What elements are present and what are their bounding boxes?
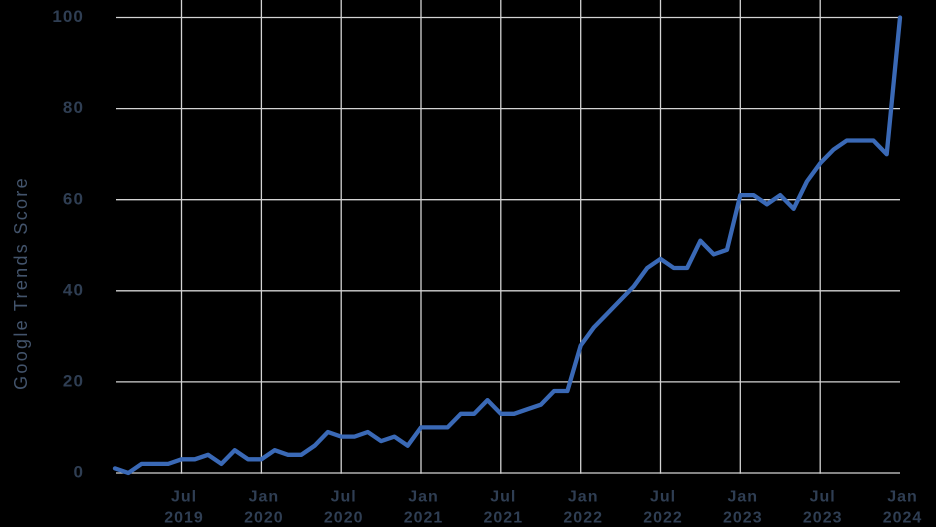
svg-text:80: 80 bbox=[63, 98, 84, 117]
svg-text:60: 60 bbox=[63, 189, 84, 208]
svg-text:Jan: Jan bbox=[887, 489, 918, 506]
svg-text:2024: 2024 bbox=[883, 510, 923, 527]
svg-text:Jul: Jul bbox=[650, 489, 676, 506]
svg-text:Jan: Jan bbox=[728, 489, 759, 506]
svg-text:Jul: Jul bbox=[331, 489, 357, 506]
svg-text:2020: 2020 bbox=[244, 510, 284, 527]
svg-text:100: 100 bbox=[52, 7, 84, 26]
svg-text:2021: 2021 bbox=[484, 510, 524, 527]
svg-text:40: 40 bbox=[63, 280, 84, 299]
svg-text:0: 0 bbox=[73, 463, 84, 482]
svg-text:Jul: Jul bbox=[490, 489, 516, 506]
svg-text:Jan: Jan bbox=[568, 489, 599, 506]
svg-text:Jul: Jul bbox=[171, 489, 197, 506]
svg-text:Jan: Jan bbox=[249, 489, 280, 506]
svg-text:2022: 2022 bbox=[643, 510, 683, 527]
svg-text:Google Trends Score: Google Trends Score bbox=[11, 176, 31, 390]
svg-text:2021: 2021 bbox=[404, 510, 444, 527]
svg-text:2020: 2020 bbox=[324, 510, 364, 527]
svg-text:Jan: Jan bbox=[408, 489, 439, 506]
svg-text:2019: 2019 bbox=[164, 510, 204, 527]
svg-text:Jul: Jul bbox=[810, 489, 836, 506]
svg-text:2023: 2023 bbox=[803, 510, 843, 527]
svg-text:2023: 2023 bbox=[723, 510, 763, 527]
svg-text:2022: 2022 bbox=[563, 510, 603, 527]
svg-text:20: 20 bbox=[63, 372, 84, 391]
